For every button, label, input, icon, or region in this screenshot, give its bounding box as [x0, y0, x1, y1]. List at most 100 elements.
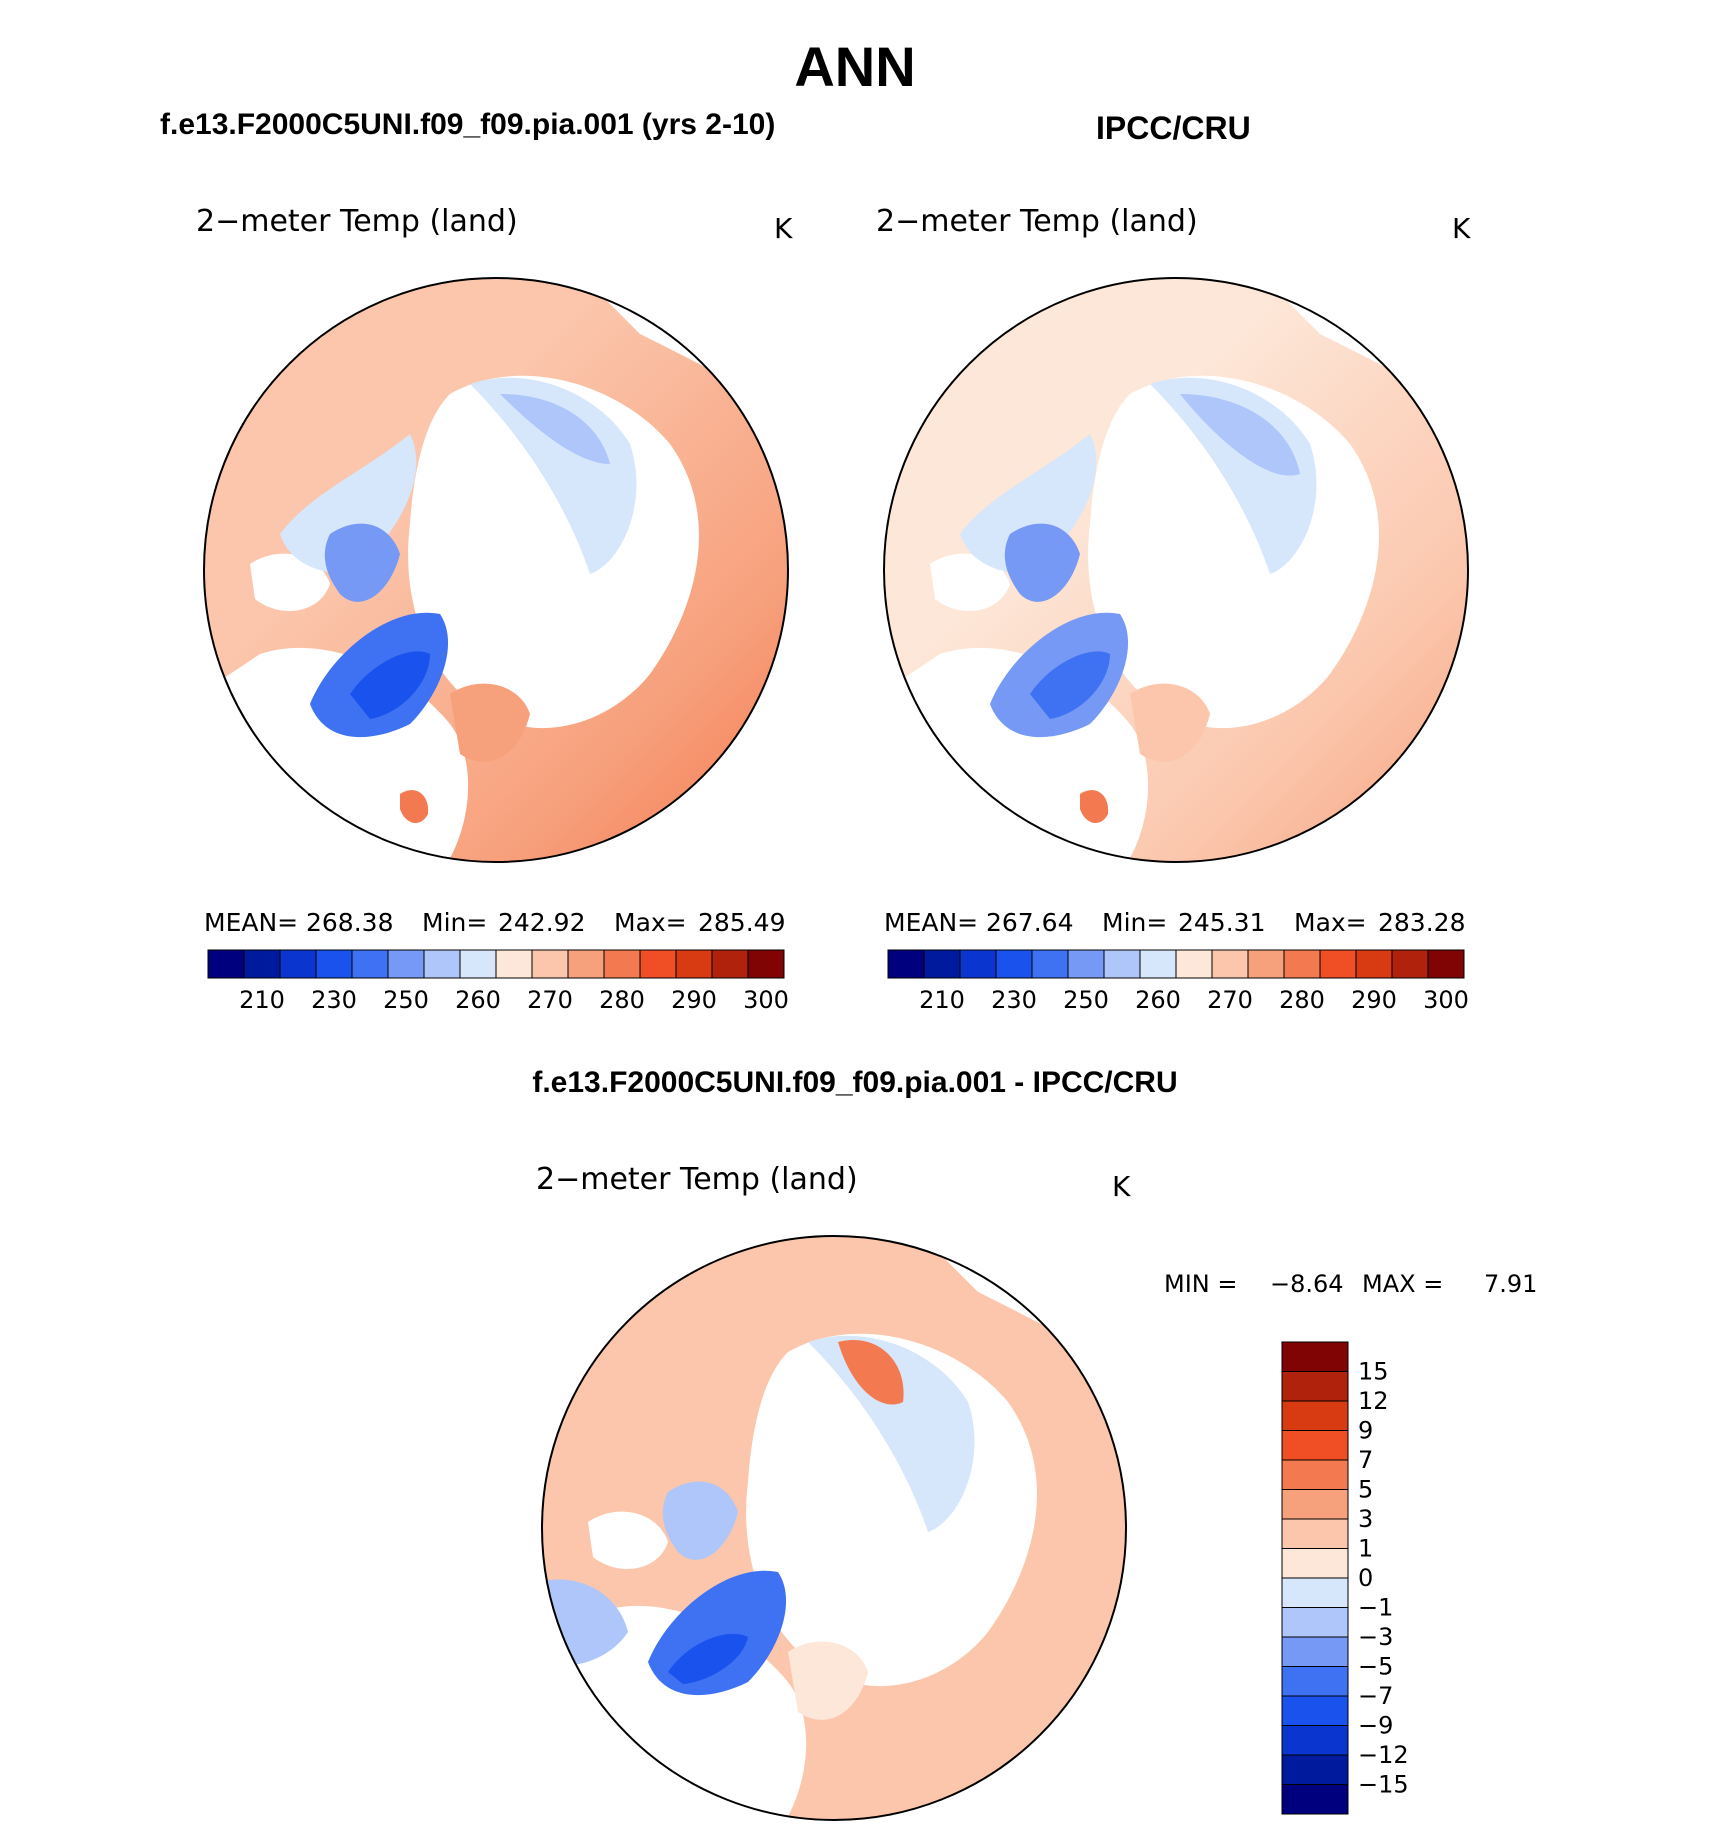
diff-colorbar-swatch — [1281, 1607, 1349, 1638]
obs-colorbar-swatch — [1427, 949, 1465, 979]
diff-colorbar-swatch — [1281, 1784, 1349, 1815]
diff-chukotka-warm — [838, 1340, 904, 1405]
diff-colorbar-tick-label: −9 — [1358, 1712, 1393, 1740]
model-colorbar-swatch — [315, 949, 353, 979]
model-uk — [400, 790, 429, 824]
obs-colorbar-swatch — [1175, 949, 1213, 979]
model-colorbar-tick-label: 270 — [527, 986, 573, 1014]
difference-title: f.e13.F2000C5UNI.f09_f09.pia.001 - IPCC/… — [532, 1066, 1178, 1099]
diff-colorbar-swatch — [1281, 1430, 1349, 1461]
page-title: ANN — [794, 35, 916, 98]
diff-max-value: 7.91 — [1484, 1270, 1538, 1298]
obs-colorbar-tick-label: 230 — [991, 986, 1037, 1014]
obs-colorbar-tick-label: 270 — [1207, 986, 1253, 1014]
obs-greenland-core — [1030, 651, 1110, 719]
diff-colorbar-swatch — [1281, 1459, 1349, 1490]
model-colorbar-tick-label: 290 — [671, 986, 717, 1014]
model-colorbar-swatch — [747, 949, 785, 979]
obs-colorbar-swatch — [1391, 949, 1429, 979]
obs-colorbar-tick-label: 300 — [1423, 986, 1469, 1014]
model-colorbar-swatch — [711, 949, 749, 979]
diff-polar-map — [541, 1235, 1127, 1821]
model-colorbar: 210 230 250 260 270 280 290 300 — [207, 949, 789, 1014]
model-map-outline — [203, 277, 789, 863]
diff-min-value: −8.64 — [1270, 1270, 1344, 1298]
obs-colorbar-swatch — [959, 949, 997, 979]
model-colorbar-swatch — [603, 949, 641, 979]
model-colorbar-tick-label: 260 — [455, 986, 501, 1014]
diff-scandinavia — [788, 1641, 868, 1720]
obs-colorbar: 210 230 250 260 270 280 290 300 — [887, 949, 1469, 1014]
obs-colorbar-swatch — [1211, 949, 1249, 979]
obs-min-value: 245.31 — [1178, 908, 1266, 937]
obs-archipelago — [1004, 523, 1080, 602]
diff-units-label: K — [1112, 1170, 1131, 1203]
diff-colorbar-tick-label: −15 — [1358, 1771, 1409, 1799]
diff-colorbar-swatch — [1281, 1754, 1349, 1785]
obs-colorbar-swatch — [1103, 949, 1141, 979]
obs-colorbar-swatch — [1031, 949, 1069, 979]
model-colorbar-swatch — [567, 949, 605, 979]
obs-uk — [1080, 790, 1109, 824]
diff-map-outline — [541, 1235, 1127, 1821]
model-colorbar-tick-label: 230 — [311, 986, 357, 1014]
model-greenland-core — [350, 651, 430, 719]
obs-max-value: 283.28 — [1378, 908, 1466, 937]
model-min-value: 242.92 — [498, 908, 586, 937]
diff-colorbar-tick-label: 0 — [1358, 1564, 1373, 1592]
model-colorbar-swatch — [639, 949, 677, 979]
model-polar-map — [203, 277, 789, 863]
model-colorbar-swatch — [279, 949, 317, 979]
diff-colorbar-swatch — [1281, 1695, 1349, 1726]
obs-scandinavia — [1130, 683, 1210, 762]
obs-colorbar-swatch — [1355, 949, 1393, 979]
obs-colorbar-swatch — [1319, 949, 1357, 979]
diff-colorbar-swatch — [1281, 1577, 1349, 1608]
obs-colorbar-tick-label: 250 — [1063, 986, 1109, 1014]
model-case-title: f.e13.F2000C5UNI.f09_f09.pia.001 (yrs 2-… — [160, 108, 776, 141]
obs-max-label: Max= — [1294, 908, 1367, 937]
obs-map-outline — [883, 277, 1469, 863]
diff-colorbar-tick-label: −5 — [1358, 1653, 1393, 1681]
model-mean-label: MEAN= — [204, 908, 299, 937]
diff-colorbar-swatch — [1281, 1548, 1349, 1579]
diff-colorbar-tick-label: −7 — [1358, 1682, 1393, 1710]
diff-hudson-bay — [588, 1511, 668, 1569]
diff-colorbar-swatch — [1281, 1636, 1349, 1667]
diff-colorbar-tick-label: −1 — [1358, 1594, 1393, 1622]
diff-colorbar-swatch — [1281, 1489, 1349, 1520]
obs-polar-map — [883, 277, 1469, 863]
obs-siberia-cool — [1150, 377, 1317, 574]
model-siberia-cold — [500, 394, 610, 464]
model-min-label: Min= — [422, 908, 488, 937]
model-colorbar-tick-label: 280 — [599, 986, 645, 1014]
diff-min-label: MIN = — [1164, 1270, 1238, 1298]
obs-case-title: IPCC/CRU — [1096, 110, 1251, 146]
model-scandinavia — [450, 683, 530, 762]
model-colorbar-swatch — [495, 949, 533, 979]
diff-colorbar-tick-label: 1 — [1358, 1535, 1373, 1563]
model-colorbar-swatch — [207, 949, 245, 979]
diff-colorbar-tick-label: 7 — [1358, 1446, 1373, 1474]
model-colorbar-swatch — [675, 949, 713, 979]
diff-colorbar-tick-label: −3 — [1358, 1623, 1393, 1651]
diff-colorbar-tick-label: 9 — [1358, 1417, 1373, 1445]
diff-max-label: MAX = — [1362, 1270, 1444, 1298]
model-colorbar-swatch — [387, 949, 425, 979]
model-max-value: 285.49 — [698, 908, 786, 937]
model-colorbar-swatch — [531, 949, 569, 979]
obs-colorbar-swatch — [1067, 949, 1105, 979]
diff-greenland-core — [668, 1633, 748, 1684]
obs-colorbar-swatch — [923, 949, 961, 979]
model-colorbar-tick-label: 250 — [383, 986, 429, 1014]
obs-min-label: Min= — [1102, 908, 1168, 937]
diff-colorbar-swatch — [1281, 1666, 1349, 1697]
diff-colorbar-swatch — [1281, 1341, 1349, 1372]
model-colorbar-swatch — [243, 949, 281, 979]
diff-colorbar-tick-label: 12 — [1358, 1387, 1389, 1415]
diff-colorbar-tick-label: 15 — [1358, 1358, 1389, 1386]
obs-units-label: K — [1452, 212, 1471, 245]
obs-colorbar-tick-label: 260 — [1135, 986, 1181, 1014]
diff-siberia-cool — [808, 1335, 975, 1532]
